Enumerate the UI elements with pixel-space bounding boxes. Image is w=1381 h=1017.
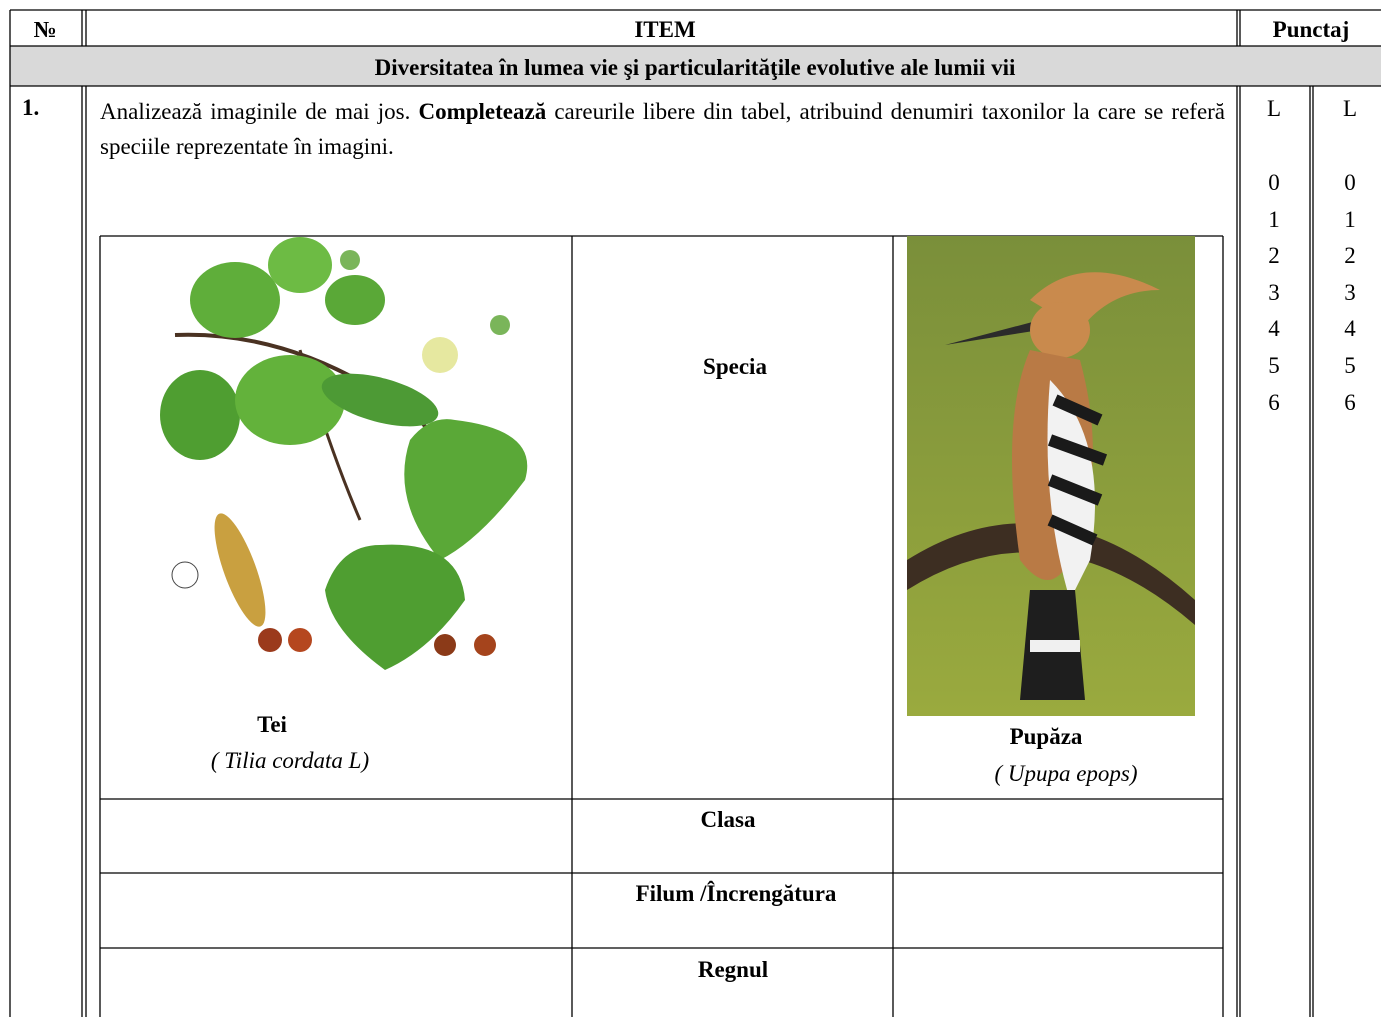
- taxon-label: Clasa: [700, 807, 756, 832]
- section-band: [10, 46, 1381, 86]
- score-level: 3: [1268, 279, 1280, 305]
- score-level: 4: [1344, 316, 1356, 342]
- score-level: 2: [1344, 243, 1356, 269]
- score-level: 0: [1268, 170, 1280, 195]
- score-level: 6: [1268, 389, 1280, 415]
- bird-name: Pupăza: [1009, 724, 1083, 749]
- score-label: L: [1266, 96, 1282, 121]
- species-header: Specia: [703, 354, 767, 379]
- plant-image: [160, 237, 528, 670]
- score-level: 2: [1268, 243, 1280, 269]
- score-level: 5: [1268, 353, 1280, 378]
- instruction: Analizează imaginile de mai jos. Complet…: [100, 94, 1225, 164]
- score-level: 1: [1268, 206, 1280, 232]
- instruction-text: Analizează imaginile de mai jos.: [100, 99, 411, 124]
- plant-latin: ( Tilia cordata L): [210, 748, 370, 773]
- taxon-label: Regnul: [697, 957, 769, 982]
- header-number: №: [33, 17, 57, 42]
- plant-name: Tei: [257, 712, 287, 737]
- score-level: 5: [1344, 353, 1356, 378]
- item-number: 1.: [22, 95, 40, 120]
- instruction-text: careurile libere din tabel, atribuind de…: [100, 99, 1226, 159]
- score-label: L: [1342, 96, 1358, 121]
- score-level: 3: [1344, 279, 1356, 305]
- header-score: Punctaj: [1272, 17, 1350, 42]
- score-level: 1: [1344, 206, 1356, 232]
- score-level: 6: [1344, 389, 1356, 415]
- bird-latin: ( Upupa epops): [994, 761, 1138, 786]
- score-level: 0: [1344, 170, 1356, 195]
- bird-image: [907, 236, 1195, 716]
- taxon-label: Filum /Încrengătura: [635, 881, 837, 906]
- section-title: Diversitatea în lumea vie şi particulari…: [374, 55, 1016, 80]
- score-level: 4: [1268, 316, 1280, 342]
- instruction-verb: Completează: [418, 99, 547, 124]
- header-item: ITEM: [634, 17, 696, 42]
